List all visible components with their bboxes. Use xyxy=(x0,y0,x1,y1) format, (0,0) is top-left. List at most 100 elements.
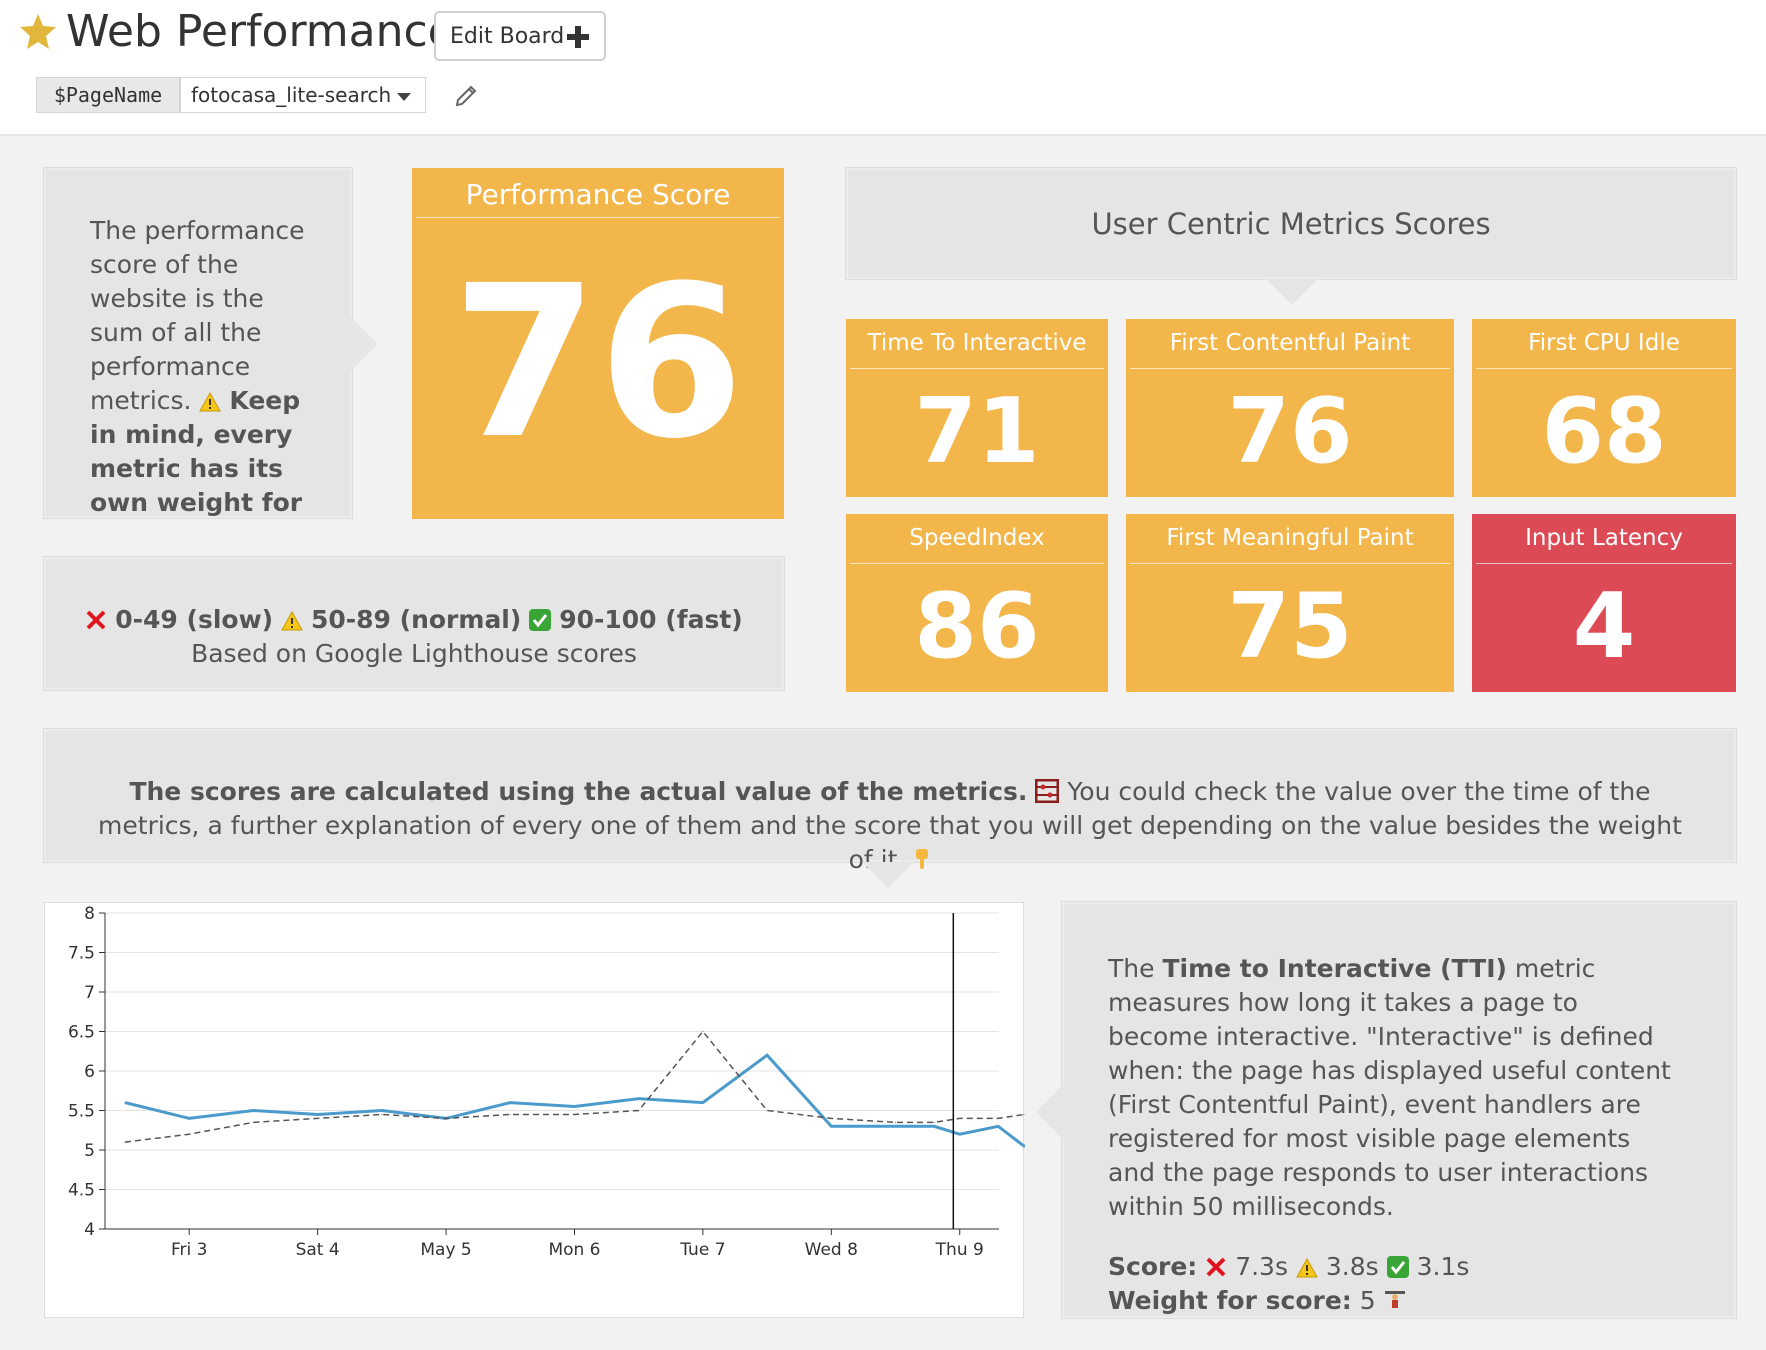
y-tick-label: 4.5 xyxy=(68,1181,95,1201)
check-mark-icon xyxy=(1386,1256,1409,1278)
data-point-previous xyxy=(1023,1113,1025,1115)
metric-title: First CPU Idle xyxy=(1476,319,1732,369)
y-tick-label: 5 xyxy=(84,1141,95,1161)
data-point-previous xyxy=(830,1117,832,1119)
calculation-note-text: The scores are calculated using the actu… xyxy=(86,775,1694,877)
metric-tile-first-meaningful-paint[interactable]: First Meaningful Paint 75 xyxy=(1126,514,1454,692)
chart-canvas: 4 4.5 5 5.5 6 6.5 7 7.5 8 Fri 3 Sat 4 May 5 Mon 6 Tue… xyxy=(68,904,1076,1260)
x-tick-label: Sat 4 xyxy=(296,1240,340,1260)
legend-source: Based on Google Lighthouse scores xyxy=(191,639,637,668)
data-point-previous xyxy=(638,1110,640,1111)
metric-tile-time-to-interactive[interactable]: Time To Interactive 71 xyxy=(846,319,1108,497)
edit-board-button[interactable]: Edit Board xyxy=(434,11,606,61)
legend-ranges: 0-49 (slow) 50-89 (normal) 90-100 (fast) xyxy=(46,603,782,637)
x-tick-label: Mon 6 xyxy=(548,1240,600,1260)
intro-note: The performance score of the website is … xyxy=(44,168,378,518)
warning-icon xyxy=(199,392,222,412)
template-variable-name: $PageName xyxy=(36,77,180,113)
data-point-previous xyxy=(573,1113,575,1115)
widget-title: Performance Score xyxy=(416,168,780,218)
abacus-icon xyxy=(1035,779,1060,803)
data-point-current xyxy=(317,1113,319,1115)
legend-fast: 90-100 (fast) xyxy=(559,605,743,634)
intro-note-text: The performance score of the website is … xyxy=(90,214,310,516)
edit-board-label: Edit Board xyxy=(450,23,565,49)
score-slow: 7.3s xyxy=(1235,1252,1288,1281)
y-tick-label: 4 xyxy=(84,1220,95,1240)
data-point-current xyxy=(124,1102,126,1104)
plus-icon xyxy=(567,26,589,48)
x-tick-label: Tue 7 xyxy=(679,1240,725,1260)
x-tick-label: May 5 xyxy=(420,1240,471,1260)
metric-title: Input Latency xyxy=(1476,514,1732,564)
note-pointer xyxy=(862,862,914,888)
tti-weight-line: Weight for score: 5 xyxy=(1108,1284,1469,1318)
metric-value: 4 xyxy=(1572,574,1636,679)
data-point-previous xyxy=(702,1031,704,1032)
data-point-current xyxy=(933,1125,935,1127)
favorite-star-icon[interactable] xyxy=(18,12,58,52)
data-point-previous xyxy=(188,1133,190,1135)
data-point-previous xyxy=(124,1141,126,1143)
warning-icon xyxy=(281,611,303,631)
dashboard-header: Web Performance Edit Board $PageName fot… xyxy=(0,0,1766,136)
tti-timeseries-chart[interactable]: 4 4.5 5 5.5 6 6.5 7 7.5 8 Fri 3 Sat 4 May 5 Mon 6 Tue… xyxy=(44,902,1076,1318)
metric-tile-speed-index[interactable]: SpeedIndex 86 xyxy=(846,514,1108,692)
y-tick-label: 8 xyxy=(84,904,95,924)
metric-title: Time To Interactive xyxy=(850,319,1104,369)
calculation-note-rest: You could check the value over the time … xyxy=(98,777,1682,874)
metric-value: 86 xyxy=(914,574,1040,679)
y-tick-label: 7.5 xyxy=(68,944,95,964)
calculation-note: The scores are calculated using the actu… xyxy=(44,729,1736,888)
data-point-current xyxy=(959,1133,961,1135)
tti-explanation-text: The Time to Interactive (TTI) metric mea… xyxy=(1108,952,1684,1224)
data-point-current xyxy=(188,1117,190,1119)
check-mark-icon xyxy=(529,609,552,631)
metric-tile-first-cpu-idle[interactable]: First CPU Idle 68 xyxy=(1472,319,1736,497)
warning-icon xyxy=(1296,1258,1318,1278)
data-point-current xyxy=(573,1106,575,1108)
y-tick-label: 7 xyxy=(84,983,95,1003)
metric-value: 68 xyxy=(1541,379,1667,484)
metric-value: 75 xyxy=(1227,574,1353,679)
y-tick-label: 6.5 xyxy=(68,1023,95,1043)
data-point-current xyxy=(638,1098,640,1100)
score-normal: 3.8s xyxy=(1325,1252,1379,1281)
metric-tile-input-latency[interactable]: Input Latency 4 xyxy=(1472,514,1736,692)
note-pointer xyxy=(1036,1084,1064,1140)
data-point-previous xyxy=(252,1121,254,1123)
x-tick-label: Thu 9 xyxy=(935,1240,984,1260)
data-point-previous xyxy=(381,1113,383,1115)
tti-score-line: Score: 7.3s 3.8s 3.1s xyxy=(1108,1250,1469,1284)
data-point-current xyxy=(252,1110,254,1111)
metric-title: First Contentful Paint xyxy=(1130,319,1450,369)
template-variable-select[interactable]: fotocasa_lite-search xyxy=(180,77,426,113)
weightlifter-icon xyxy=(1384,1291,1405,1308)
data-point-previous xyxy=(317,1117,319,1119)
tti-bold: Time to Interactive (TTI) xyxy=(1162,954,1507,983)
ucm-title-note: User Centric Metrics Scores xyxy=(846,168,1736,305)
tti-explanation-note: The Time to Interactive (TTI) metric mea… xyxy=(1036,902,1736,1318)
x-tick-label: Fri 3 xyxy=(171,1240,207,1260)
metric-tile-first-contentful-paint[interactable]: First Contentful Paint 76 xyxy=(1126,319,1454,497)
calculation-note-bold: The scores are calculated using the actu… xyxy=(129,777,1028,806)
data-point-current xyxy=(381,1110,383,1111)
data-point-previous xyxy=(997,1117,999,1119)
performance-score-widget[interactable]: Performance Score 76 xyxy=(412,168,784,519)
performance-score-value: 76 xyxy=(451,240,745,485)
data-point-previous xyxy=(895,1121,897,1123)
score-fast: 3.1s xyxy=(1416,1252,1470,1281)
metric-title: SpeedIndex xyxy=(850,514,1104,564)
data-point-previous xyxy=(766,1110,768,1111)
chevron-down-icon xyxy=(397,93,411,101)
series-line-current xyxy=(124,1053,1076,1148)
dashboard-title: Web Performance xyxy=(66,6,455,57)
note-pointer xyxy=(1266,279,1318,305)
metric-value: 76 xyxy=(1227,379,1353,484)
cross-mark-icon xyxy=(1206,1257,1226,1277)
tti-pre: The xyxy=(1108,954,1155,983)
tti-score-block: Score: 7.3s 3.8s 3.1s Weight for score: … xyxy=(1108,1250,1469,1318)
x-tick-label: Wed 8 xyxy=(805,1240,858,1260)
data-point-previous xyxy=(445,1117,447,1119)
edit-pencil-icon[interactable] xyxy=(454,82,480,108)
